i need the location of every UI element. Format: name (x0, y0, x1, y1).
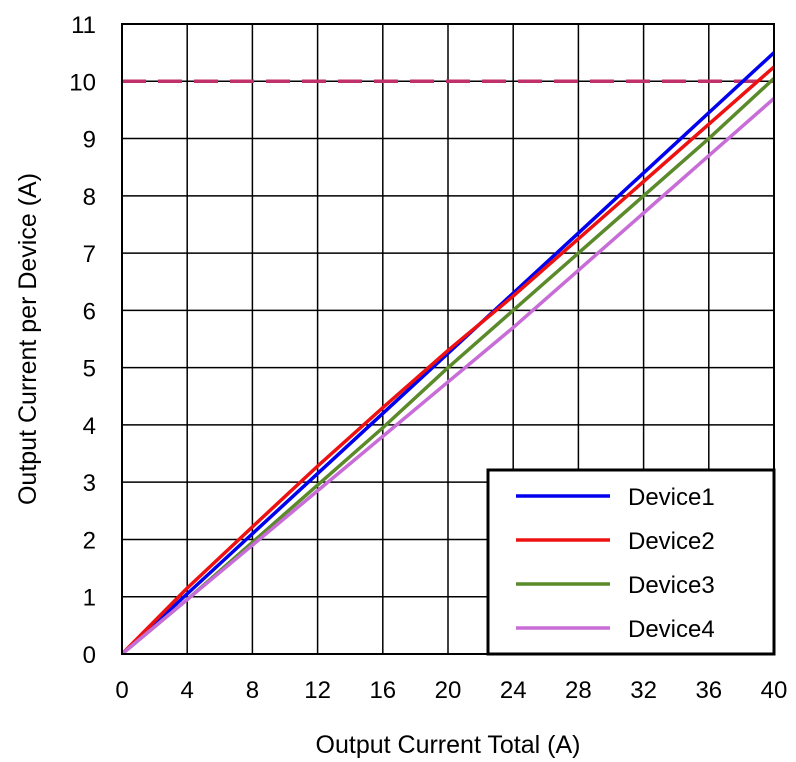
y-tick-label: 7 (83, 241, 96, 268)
legend: Device1 Device2 Device3 Device4 (486, 468, 776, 656)
y-tick-label: 10 (69, 69, 96, 96)
x-tick-label: 12 (304, 677, 331, 704)
x-tick-labels: 0 4 8 12 16 20 24 28 32 36 40 (115, 677, 787, 704)
x-tick-label: 24 (500, 677, 527, 704)
x-tick-label: 0 (115, 677, 128, 704)
x-tick-label: 40 (761, 677, 788, 704)
y-tick-label: 1 (83, 585, 96, 612)
x-tick-label: 16 (369, 677, 396, 704)
y-tick-labels: 0 1 2 3 4 5 6 7 8 9 10 11 (69, 12, 96, 669)
y-tick-label: 2 (83, 527, 96, 554)
x-tick-label: 36 (695, 677, 722, 704)
y-tick-label: 5 (83, 356, 96, 383)
y-tick-label: 11 (71, 12, 96, 39)
legend-label: Device4 (628, 616, 715, 643)
x-tick-label: 20 (435, 677, 462, 704)
y-tick-label: 3 (83, 470, 96, 497)
y-tick-label: 4 (83, 413, 96, 440)
legend-box (486, 468, 776, 656)
x-tick-label: 32 (630, 677, 657, 704)
series-line-device2 (122, 65, 774, 654)
x-tick-label: 28 (565, 677, 592, 704)
legend-label: Device2 (628, 528, 715, 555)
series-line-device1 (122, 51, 774, 654)
x-axis-title: Output Current Total (A) (316, 731, 581, 759)
series-lines (122, 51, 774, 654)
x-tick-label: 8 (246, 677, 259, 704)
plot-border (121, 23, 775, 655)
y-tick-label: 6 (83, 298, 96, 325)
y-tick-label: 9 (83, 127, 96, 154)
legend-label: Device1 (628, 484, 715, 511)
legend-label: Device3 (628, 572, 715, 599)
x-tick-label: 4 (181, 677, 194, 704)
y-tick-label: 0 (83, 642, 96, 669)
y-axis-title: Output Current per Device (A) (14, 173, 42, 505)
series-line-device4 (122, 97, 774, 654)
y-tick-label: 8 (83, 184, 96, 211)
